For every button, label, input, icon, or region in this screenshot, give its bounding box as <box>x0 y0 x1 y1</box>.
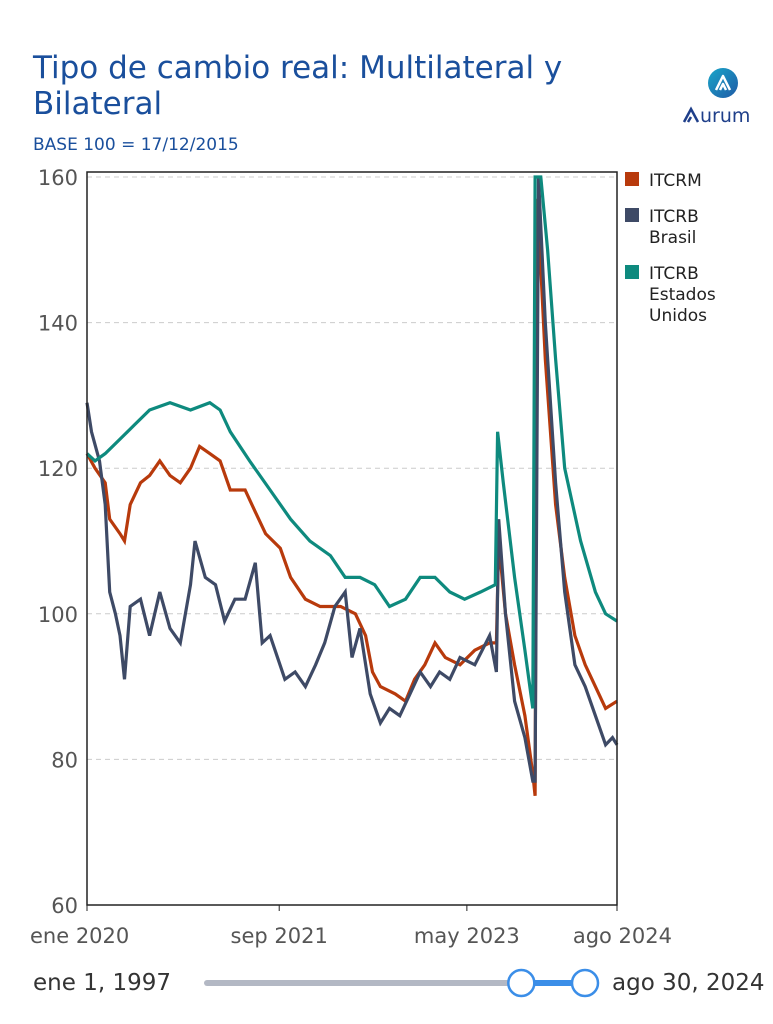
x-tick-label: may 2023 <box>414 924 520 948</box>
legend-label: Estados <box>649 285 716 305</box>
range-slider-end-handle[interactable] <box>570 968 600 998</box>
legend-label: Unidos <box>649 306 707 326</box>
slider-end-label: ago 30, 2024 <box>612 970 765 996</box>
legend-label: ITCRM <box>649 171 702 191</box>
series-line-itcrb-estados-unidos <box>85 175 618 709</box>
chart-title: Tipo de cambio real: Multilateral y Bila… <box>33 50 563 122</box>
x-tick-label: ene 2020 <box>30 924 129 948</box>
x-tick-label: sep 2021 <box>231 924 328 948</box>
legend-label: ITCRB <box>649 207 699 227</box>
range-slider-start-handle[interactable] <box>507 968 536 998</box>
legend-label: Brasil <box>649 228 696 248</box>
plot-frame <box>86 171 618 906</box>
y-tick-label: 100 <box>38 603 78 627</box>
y-tick-label: 160 <box>38 166 78 190</box>
y-tick-label: 120 <box>38 457 78 481</box>
series-line-itcrb-brasil <box>85 176 619 783</box>
legend-label: ITCRB <box>649 264 699 284</box>
svg-text:urum: urum <box>700 105 750 127</box>
aurum-logo-icon: urum <box>682 68 750 127</box>
x-tick-label: ago 2024 <box>573 924 672 948</box>
legend-swatch <box>625 208 639 222</box>
slider-start-label: ene 1, 1997 <box>33 970 171 996</box>
aurum-logo: urum <box>680 66 770 130</box>
legend-item[interactable]: ITCRM <box>625 171 702 191</box>
y-tick-label: 140 <box>38 312 78 336</box>
y-tick-label: 80 <box>51 748 78 772</box>
legend-swatch <box>625 172 639 186</box>
y-tick-label: 60 <box>51 894 78 918</box>
chart-subtitle: BASE 100 = 17/12/2015 <box>33 135 239 155</box>
legend-swatch <box>625 265 639 279</box>
